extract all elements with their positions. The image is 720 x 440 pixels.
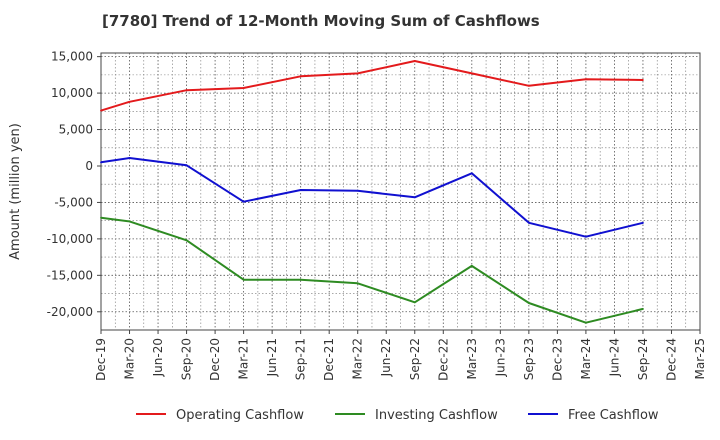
investing-cashflow-point — [356, 282, 359, 285]
investing-cashflow-point — [470, 264, 473, 267]
legend: Operating Cashflow Investing Cashflow Free… — [136, 408, 659, 423]
x-tick-label: Sep-22 — [408, 338, 422, 380]
x-tick-label: Dec-24 — [664, 338, 678, 381]
plot-area-frame — [100, 52, 701, 331]
chart-title: [7780] Trend of 12-Month Moving Sum of C… — [102, 12, 540, 30]
free-cashflow-point — [128, 157, 131, 159]
x-tick-label: Dec-19 — [94, 338, 108, 381]
operating-cashflow-point — [128, 100, 131, 103]
x-tick-label: Jun-20 — [151, 338, 165, 377]
operating-cashflow-point — [185, 89, 188, 92]
investing-cashflow-point — [585, 321, 587, 324]
free-cashflow-point — [413, 196, 416, 199]
x-axis-ticks: Dec-19 Mar-20 Jun-20 Sep-20 Dec-20 Mar-21 Jun-… — [94, 330, 707, 381]
x-tick-label: Dec-20 — [208, 338, 222, 381]
x-tick-label: Dec-23 — [550, 338, 564, 381]
x-tick-label: Mar-20 — [123, 338, 137, 379]
free-cashflow-point — [100, 161, 102, 164]
x-tick-label: Mar-22 — [351, 338, 365, 379]
free-cashflow-point — [185, 164, 188, 167]
investing-cashflow-point — [299, 278, 302, 281]
y-tick-label: -10,000 — [47, 232, 93, 246]
free-cashflow-point — [356, 189, 359, 192]
x-tick-label: Jun-24 — [607, 338, 621, 377]
operating-cashflow-point — [470, 72, 473, 75]
legend-label-free-cashflow: Free Cashflow — [568, 408, 659, 423]
y-tick-label: -5,000 — [54, 195, 93, 209]
free-cashflow-point — [585, 235, 587, 238]
series-layer — [100, 60, 644, 324]
y-tick-label: 0 — [85, 159, 93, 173]
investing-cashflow-point — [527, 302, 530, 304]
x-tick-label: Dec-21 — [322, 338, 336, 381]
investing-cashflow-point — [128, 220, 131, 223]
operating-cashflow-point — [299, 75, 302, 78]
x-tick-label: Sep-20 — [180, 338, 194, 380]
operating-cashflow-point — [242, 87, 245, 89]
x-tick-label: Dec-22 — [436, 338, 450, 381]
operating-cashflow-point — [585, 78, 587, 81]
investing-cashflow-point — [642, 307, 644, 310]
x-tick-label: Mar-25 — [693, 338, 707, 379]
x-tick-label: Sep-24 — [636, 338, 650, 380]
free-cashflow-point — [299, 189, 302, 191]
x-tick-label: Sep-21 — [294, 338, 308, 380]
y-tick-label: 5,000 — [59, 123, 93, 137]
free-cashflow-point — [470, 172, 473, 175]
x-tick-label: Mar-24 — [579, 338, 593, 379]
x-tick-label: Mar-21 — [237, 338, 251, 379]
y-tick-label: 10,000 — [51, 86, 93, 100]
x-tick-label: Mar-23 — [465, 338, 479, 379]
investing-cashflow-point — [185, 239, 188, 242]
operating-cashflow-point — [100, 109, 102, 112]
free-cashflow-point — [242, 200, 245, 203]
operating-cashflow-point — [642, 79, 644, 81]
investing-cashflow-point — [100, 216, 102, 219]
x-tick-label: Sep-23 — [522, 338, 536, 380]
investing-cashflow-point — [413, 301, 416, 304]
y-tick-label: 15,000 — [51, 50, 93, 64]
y-tick-label: -15,000 — [47, 268, 93, 282]
operating-cashflow-point — [527, 84, 530, 87]
y-axis-title: Amount (million yen) — [8, 123, 23, 260]
free-cashflow-point — [642, 221, 644, 224]
y-tick-label: -20,000 — [47, 305, 93, 319]
legend-label-investing-cashflow: Investing Cashflow — [375, 408, 498, 423]
legend-label-operating-cashflow: Operating Cashflow — [176, 408, 304, 423]
investing-cashflow-point — [242, 278, 245, 281]
free-cashflow-point — [527, 221, 530, 224]
operating-cashflow-point — [356, 72, 359, 75]
x-tick-label: Jun-21 — [265, 338, 279, 377]
x-tick-label: Jun-22 — [379, 338, 393, 377]
y-axis-ticks: 15,000 10,000 5,000 0 -5,000 -10,000 -15,000 -2… — [47, 50, 101, 319]
operating-cashflow-point — [413, 60, 416, 62]
grid-layer — [100, 53, 701, 331]
x-tick-label: Jun-23 — [493, 338, 507, 377]
